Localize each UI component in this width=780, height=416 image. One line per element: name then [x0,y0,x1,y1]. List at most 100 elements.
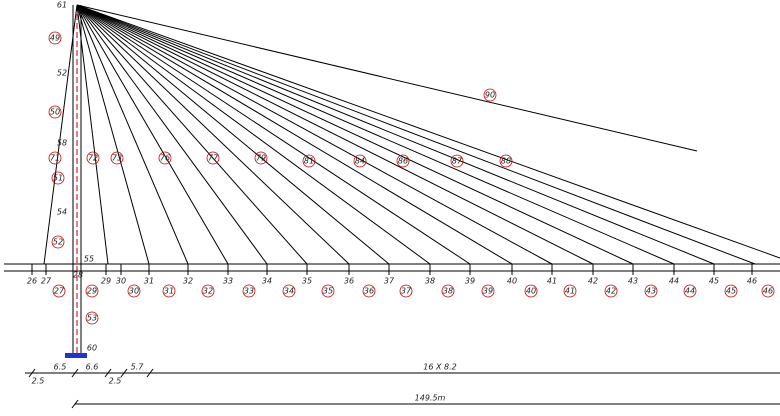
deck-label-circle [242,284,256,298]
deck-label-circle [441,284,455,298]
cable-label-circle [499,154,513,168]
cable-label: 84 [355,157,365,166]
node-label: 36 [344,277,354,286]
node-label: 35 [302,277,312,286]
deck-label-circle [85,311,99,325]
cable-label-circle [254,151,268,165]
cable-label: 81 [304,157,314,166]
dim-tick [104,368,112,378]
node-label: 30 [116,277,126,286]
stay-cable [43,4,78,265]
node-label: 37 [384,277,395,286]
node-label: 26 [27,277,37,286]
dimension-label: 2.5 [109,377,122,386]
cable-label-circle [51,235,65,249]
dimension-label: 6.5 [54,363,67,372]
cable-label-circle [48,31,62,45]
deck-label: 33 [244,287,254,296]
deck-label-circle [162,284,176,298]
tower-label: 28 [73,271,83,280]
stay-cable [76,4,594,265]
deck-label-circle [683,284,697,298]
cable-label: 88 [501,157,511,166]
cable-label: 71 [50,154,60,163]
stay-cable [76,4,513,265]
deck-label: 38 [443,287,453,296]
cable-label-circle [483,88,497,102]
stay-cable [76,4,268,265]
deck-label: 27 [54,287,65,296]
cable-label: 51 [53,174,63,183]
cable-label-circle [396,154,410,168]
cable-label: 72 [88,154,98,163]
dim-tick [28,368,36,378]
deck-label-circle [724,284,738,298]
cable-label-circle [86,151,100,165]
deck-label: 37 [401,287,412,296]
node-label: 45 [709,277,719,286]
node-label: 32 [183,277,193,286]
node-label: 31 [144,277,154,286]
deck-label: 36 [364,287,374,296]
tower-label: 55 [84,255,94,264]
dimension-label: 6.6 [86,363,99,372]
deck-label: 45 [726,287,736,296]
tower-label: 61 [57,1,67,10]
deck-label-circle [52,284,66,298]
dim-tick [120,368,128,378]
cable-label-circle [353,154,367,168]
stay-cable [76,4,189,265]
stay-cable [76,4,350,265]
stay-cable [76,4,308,265]
cable-label: 49 [50,34,60,43]
node-label: 33 [223,277,233,286]
deck-label: 43 [646,287,656,296]
deck-label-circle [321,284,335,298]
node-label: 44 [669,277,679,286]
dim-tick [71,368,79,378]
cable-label-circle [450,154,464,168]
node-label: 29 [101,277,111,286]
deck-label-circle [604,284,618,298]
cable-label-circle [110,151,124,165]
cable-label: 87 [452,157,463,166]
cable-label-circle [206,151,220,165]
cable-label-circle [302,154,316,168]
stay-cable [76,4,675,265]
stay-cable [76,4,634,265]
stay-cable [76,4,150,265]
deck-label: 35 [323,287,333,296]
dim-tick [71,399,79,409]
deck-label-circle [761,284,775,298]
stay-cable [76,4,698,152]
deck-label-circle [644,284,658,298]
tower-label: 54 [57,208,67,217]
deck-label-circle [524,284,538,298]
deck-label: 29 [87,287,97,296]
stay-cable [76,4,229,265]
node-label: 34 [262,277,272,286]
dimension-label: 5.7 [131,363,145,372]
deck-label: 32 [203,287,213,296]
dim-tick [146,368,154,378]
deck-label-circle [201,284,215,298]
cable-label-circle [48,105,62,119]
deck-label: 31 [164,287,174,296]
node-label: 39 [465,277,475,286]
stay-cable [76,4,431,265]
cable-label: 86 [398,157,408,166]
deck-label-circle [362,284,376,298]
deck-label: 39 [483,287,493,296]
deck-label-circle [85,284,99,298]
cable-label: 50 [50,108,60,117]
node-label: 43 [628,277,638,286]
deck-label: 30 [129,287,139,296]
cable-label-circle [158,151,172,165]
cable-label-circle [51,171,65,185]
tower-label: 58 [57,139,67,148]
stay-cable [76,4,390,265]
cable-label: 76 [160,154,170,163]
deck-label-circle [563,284,577,298]
deck-label-circle [282,284,296,298]
